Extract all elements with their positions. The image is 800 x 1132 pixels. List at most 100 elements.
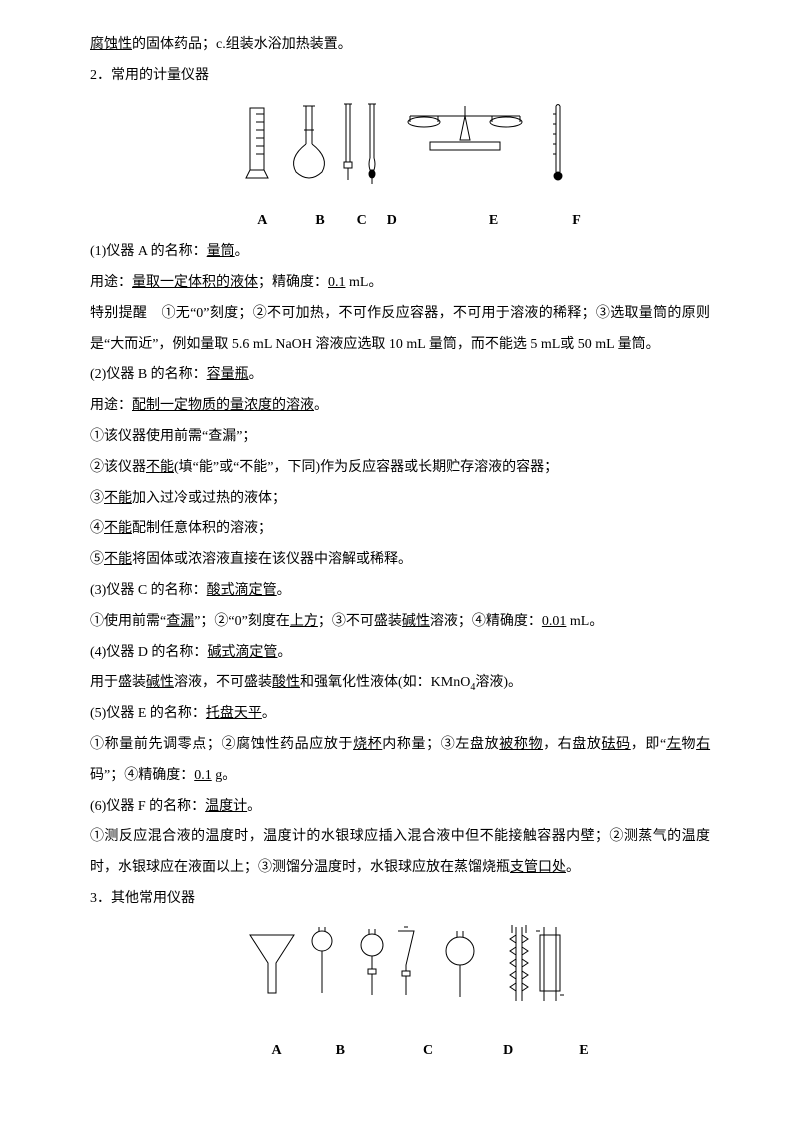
t: 不能: [104, 521, 132, 536]
para-c2: ①使用前需“查漏”；②“0”刻度在上方；③不可盛装碱性溶液；④精确度：0.01 …: [90, 607, 710, 638]
t: 。: [247, 799, 261, 814]
t: (3)仪器 C 的名称：: [90, 583, 207, 598]
t: mL。: [566, 614, 603, 629]
t: 不能: [146, 460, 174, 475]
t: 。: [235, 244, 249, 259]
t: 0.01: [542, 614, 567, 629]
t: 托盘天平: [206, 706, 262, 721]
t: 配制任意体积的溶液；: [132, 521, 272, 536]
line-1: 腐蚀性的固体药品；c.组装水浴加热装置。: [90, 30, 710, 61]
t: ①称量前先调零点；②腐蚀性药品应放于: [90, 737, 353, 752]
para-b6: ④不能配制任意体积的溶液；: [90, 514, 710, 545]
t: ，右盘放: [543, 737, 601, 752]
figure-label: D: [503, 1036, 513, 1067]
t: 码”；④精确度：: [90, 768, 194, 783]
para-d2: 用于盛装碱性溶液，不可盛装酸性和强氧化性液体(如：KMnO4溶液)。: [90, 668, 710, 699]
figure-label: A: [271, 1036, 281, 1067]
figure-label: A: [257, 206, 267, 237]
t: ；精确度：: [258, 275, 328, 290]
t: 用途：: [90, 275, 132, 290]
t: 溶液，不可盛装: [174, 675, 272, 690]
t: ；③不可盛装: [318, 614, 402, 629]
para-a1: (1)仪器 A 的名称：量筒。: [90, 237, 710, 268]
figure-label: E: [579, 1036, 588, 1067]
figure-label: C: [357, 206, 367, 237]
t: 碱性: [146, 675, 174, 690]
t: 查漏: [166, 614, 194, 629]
instruments-svg: [220, 100, 580, 190]
t: (4)仪器 D 的名称：: [90, 645, 207, 660]
text: 腐蚀性: [90, 37, 132, 52]
para-d1: (4)仪器 D 的名称：碱式滴定管。: [90, 638, 710, 669]
t: 容量瓶: [207, 367, 249, 382]
t: 不能: [104, 552, 132, 567]
figure-2: [90, 923, 710, 1032]
t: mL。: [346, 275, 383, 290]
t: ，即“: [631, 737, 666, 752]
t: 用途：: [90, 398, 132, 413]
t: 。: [262, 706, 276, 721]
figure-2-labels: A B C D E: [90, 1036, 710, 1067]
t: 溶液；④精确度：: [430, 614, 542, 629]
t: 右: [696, 737, 710, 752]
t: ①使用前需“: [90, 614, 166, 629]
t: 被称物: [499, 737, 543, 752]
t: g。: [212, 768, 237, 783]
figure-label: D: [387, 206, 397, 237]
heading-2: 2．常用的计量仪器: [90, 61, 710, 92]
t: (5)仪器 E 的名称：: [90, 706, 206, 721]
para-b4: ②该仪器不能(填“能”或“不能”，下同)作为反应容器或长期贮存溶液的容器；: [90, 453, 710, 484]
t: 。: [314, 398, 328, 413]
t: 内称量；③左盘放: [382, 737, 499, 752]
t: 量取一定体积的液体: [132, 275, 258, 290]
figure-label: E: [489, 206, 498, 237]
t: ”；②“0”刻度在: [194, 614, 290, 629]
figure-1: [90, 100, 710, 203]
t: 酸式滴定管: [207, 583, 277, 598]
t: (1)仪器 A 的名称：: [90, 244, 207, 259]
para-a3: 特别提醒 ①无“0”刻度；②不可加热，不可作反应容器，不可用于溶液的稀释；③选取…: [90, 299, 710, 361]
t: 0.1: [328, 275, 346, 290]
para-e2: ①称量前先调零点；②腐蚀性药品应放于烧杯内称量；③左盘放被称物，右盘放砝码，即“…: [90, 730, 710, 792]
para-a2: 用途：量取一定体积的液体；精确度：0.1 mL。: [90, 268, 710, 299]
para-b2: 用途：配制一定物质的量浓度的溶液。: [90, 391, 710, 422]
t: 物: [681, 737, 696, 752]
t: 溶液)。: [475, 675, 522, 690]
figure-1-labels: ABCDEF: [90, 206, 710, 237]
figure-label: B: [315, 206, 324, 237]
text: 的固体药品；c.组装水浴加热装置。: [132, 37, 352, 52]
t: 用于盛装: [90, 675, 146, 690]
t: 砝码: [602, 737, 631, 752]
t: 碱性: [402, 614, 430, 629]
t: 量筒: [207, 244, 235, 259]
para-c1: (3)仪器 C 的名称：酸式滴定管。: [90, 576, 710, 607]
t: (2)仪器 B 的名称：: [90, 367, 207, 382]
t: ③: [90, 491, 104, 506]
t: 。: [249, 367, 263, 382]
instruments-2-svg: [220, 923, 580, 1019]
t: 左: [666, 737, 681, 752]
para-f2: ①测反应混合液的温度时，温度计的水银球应插入混合液中但不能接触容器内壁；②测蒸气…: [90, 822, 710, 884]
para-b1: (2)仪器 B 的名称：容量瓶。: [90, 360, 710, 391]
t: 上方: [290, 614, 318, 629]
t: ①测反应混合液的温度时，温度计的水银球应插入混合液中但不能接触容器内壁；②测蒸气…: [90, 829, 710, 875]
para-b7: ⑤不能将固体或浓溶液直接在该仪器中溶解或稀释。: [90, 545, 710, 576]
t: 支管口处: [510, 860, 566, 875]
figure-label: C: [423, 1036, 433, 1067]
t: (6)仪器 F 的名称：: [90, 799, 205, 814]
t: ⑤: [90, 552, 104, 567]
t: 烧杯: [353, 737, 382, 752]
t: 碱式滴定管: [207, 645, 277, 660]
t: 酸性: [272, 675, 300, 690]
heading-3: 3．其他常用仪器: [90, 884, 710, 915]
t: 将固体或浓溶液直接在该仪器中溶解或稀释。: [132, 552, 412, 567]
t: 不能: [104, 491, 132, 506]
t: 0.1: [194, 768, 212, 783]
t: 和强氧化性液体(如：KMnO: [300, 675, 470, 690]
figure-label: B: [336, 1036, 345, 1067]
t: 。: [566, 860, 580, 875]
para-e1: (5)仪器 E 的名称：托盘天平。: [90, 699, 710, 730]
t: 温度计: [205, 799, 247, 814]
para-b3: ①该仪器使用前需“查漏”；: [90, 422, 710, 453]
t: 。: [277, 645, 291, 660]
